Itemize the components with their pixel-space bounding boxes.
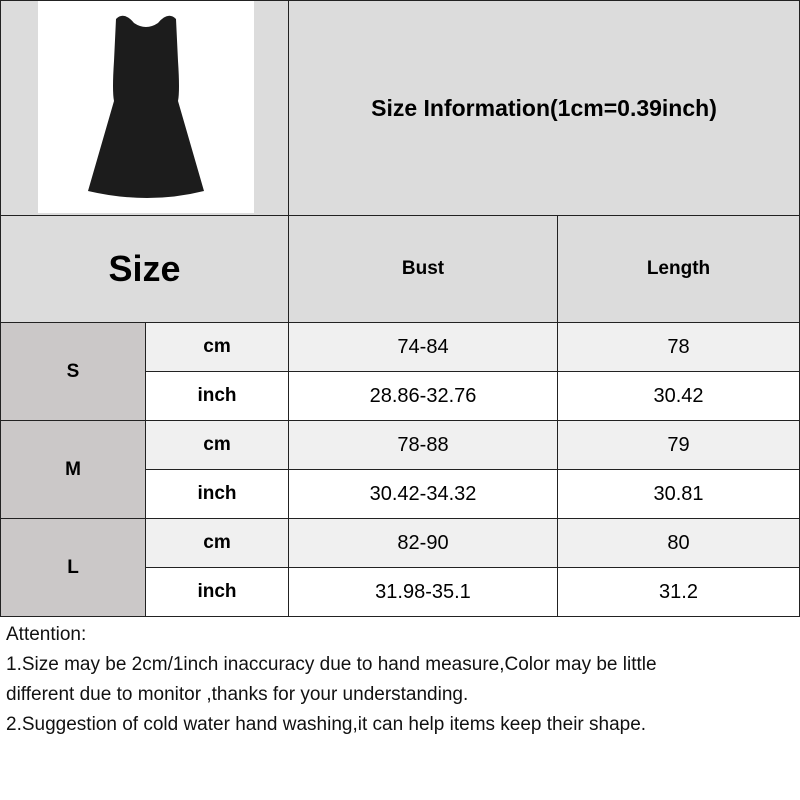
size-header: Size bbox=[0, 215, 289, 323]
bust-value: 30.42-34.32 bbox=[288, 469, 558, 519]
note-line: Attention: bbox=[6, 624, 87, 645]
bust-value: 82-90 bbox=[288, 518, 558, 568]
length-header: Length bbox=[557, 215, 800, 323]
length-value: 31.2 bbox=[557, 567, 800, 617]
unit-label: cm bbox=[145, 420, 289, 470]
size-label: M bbox=[0, 420, 146, 519]
length-value: 30.42 bbox=[557, 371, 800, 421]
length-value: 30.81 bbox=[557, 469, 800, 519]
unit-label: inch bbox=[145, 469, 289, 519]
length-value: 78 bbox=[557, 322, 800, 372]
bust-header: Bust bbox=[288, 215, 558, 323]
note-line: different due to monitor ,thanks for you… bbox=[6, 684, 469, 705]
size-info-title: Size Information(1cm=0.39inch) bbox=[288, 0, 800, 216]
size-label: S bbox=[0, 322, 146, 421]
bust-value: 31.98-35.1 bbox=[288, 567, 558, 617]
black-dress-image bbox=[88, 15, 204, 198]
note-line: 2.Suggestion of cold water hand washing,… bbox=[6, 714, 647, 735]
product-image bbox=[38, 1, 254, 213]
bust-value: 28.86-32.76 bbox=[288, 371, 558, 421]
size-label: L bbox=[0, 518, 146, 617]
unit-label: cm bbox=[145, 518, 289, 568]
length-value: 80 bbox=[557, 518, 800, 568]
unit-label: cm bbox=[145, 322, 289, 372]
note-line: 1.Size may be 2cm/1inch inaccuracy due t… bbox=[6, 654, 657, 675]
bust-value: 78-88 bbox=[288, 420, 558, 470]
product-image-cell bbox=[0, 0, 289, 216]
notes: Attention: 1.Size may be 2cm/1inch inacc… bbox=[6, 620, 800, 740]
bust-value: 74-84 bbox=[288, 322, 558, 372]
length-value: 79 bbox=[557, 420, 800, 470]
unit-label: inch bbox=[145, 567, 289, 617]
unit-label: inch bbox=[145, 371, 289, 421]
